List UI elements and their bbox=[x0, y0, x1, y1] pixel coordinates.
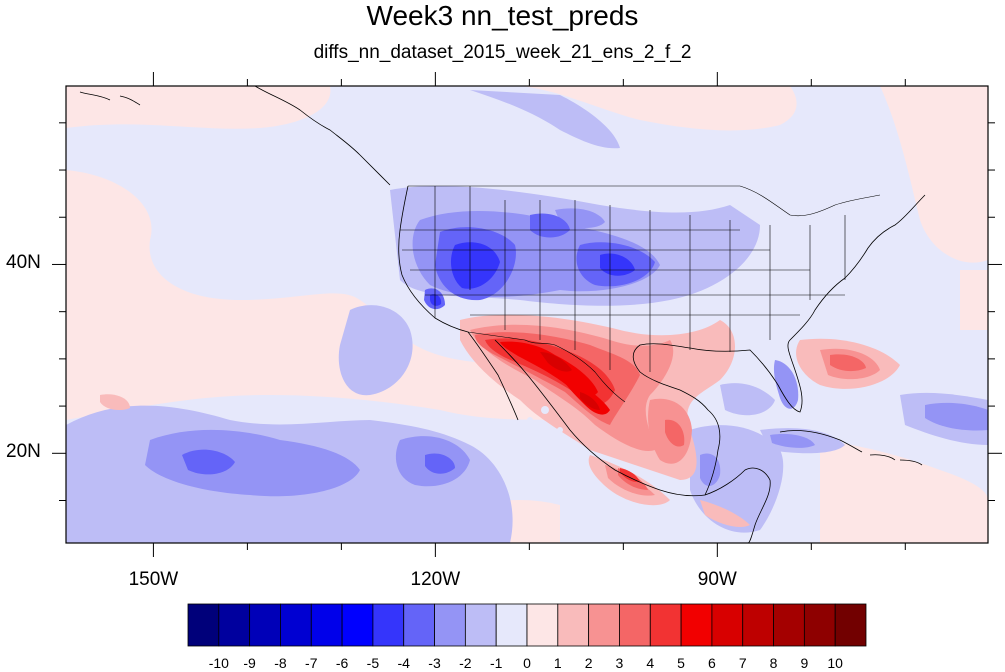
colorbar-swatch bbox=[403, 603, 435, 647]
colorbar-swatch bbox=[803, 603, 836, 647]
colorbar-swatch bbox=[711, 603, 744, 647]
colorbar-label: -6 bbox=[335, 655, 349, 671]
colorbar-swatch bbox=[249, 603, 281, 647]
colorbar-swatch bbox=[773, 603, 805, 647]
colorbar-swatch bbox=[557, 603, 590, 647]
map-subtitle: diffs_nn_dataset_2015_week_21_ens_2_f_2 bbox=[313, 42, 692, 63]
colorbar-swatch bbox=[341, 603, 374, 647]
lat-label: 40N bbox=[6, 252, 41, 274]
colorbar-label: -4 bbox=[397, 655, 410, 671]
colorbar-label: 3 bbox=[615, 655, 624, 671]
colorbar-label: 0 bbox=[523, 655, 531, 671]
colorbar-label: 10 bbox=[827, 655, 843, 671]
colorbar bbox=[187, 603, 867, 647]
colorbar-swatch bbox=[280, 603, 312, 647]
field-level-plus1 bbox=[66, 86, 988, 543]
lon-label: 150W bbox=[128, 569, 179, 590]
colorbar-label: -3 bbox=[428, 655, 441, 671]
colorbar-swatch bbox=[187, 603, 220, 647]
colorbar-label: -8 bbox=[274, 655, 287, 671]
colorbar-label: 1 bbox=[553, 655, 562, 671]
colorbar-swatch bbox=[372, 603, 405, 647]
colorbar-swatch bbox=[464, 603, 497, 647]
colorbar-label: 6 bbox=[708, 655, 716, 671]
colorbar-label: -10 bbox=[208, 655, 229, 671]
colorbar-label: 9 bbox=[800, 655, 809, 671]
colorbar-label: 7 bbox=[738, 655, 747, 671]
lon-label: 120W bbox=[410, 569, 461, 590]
political-boundaries bbox=[400, 185, 881, 403]
colorbar-label: 2 bbox=[584, 655, 593, 671]
colorbar-label: 5 bbox=[677, 655, 685, 671]
map-frame bbox=[65, 85, 989, 544]
lat-label: 20N bbox=[6, 441, 41, 463]
axis-ticks bbox=[52, 72, 1002, 557]
colorbar-label: -7 bbox=[305, 655, 318, 671]
colorbar-swatch bbox=[588, 603, 620, 647]
colorbar-label: 8 bbox=[769, 655, 778, 671]
colorbar-swatch bbox=[526, 603, 559, 647]
colorbar-label: -1 bbox=[489, 655, 503, 671]
colorbar-swatch bbox=[680, 603, 713, 647]
field-level-minus1-specks bbox=[527, 406, 563, 433]
colorbar-swatch bbox=[834, 603, 867, 647]
colorbar-swatch bbox=[619, 603, 651, 647]
map-title: Week3 nn_test_preds bbox=[366, 0, 639, 31]
coastlines bbox=[79, 86, 926, 543]
colorbar-label: -5 bbox=[366, 655, 380, 671]
colorbar-swatch bbox=[434, 603, 466, 647]
colorbar-swatch bbox=[742, 603, 774, 647]
colorbar-swatch bbox=[649, 603, 682, 647]
colorbar-swatch bbox=[310, 603, 343, 647]
colorbar-label: 4 bbox=[646, 655, 655, 671]
field-level-plus7 bbox=[540, 352, 600, 410]
lon-label: 90W bbox=[697, 569, 737, 590]
colorbar-swatch bbox=[218, 603, 251, 647]
colorbar-label: -9 bbox=[243, 655, 256, 671]
colorbar-swatch bbox=[495, 603, 528, 647]
colorbar-label: -2 bbox=[459, 655, 472, 671]
